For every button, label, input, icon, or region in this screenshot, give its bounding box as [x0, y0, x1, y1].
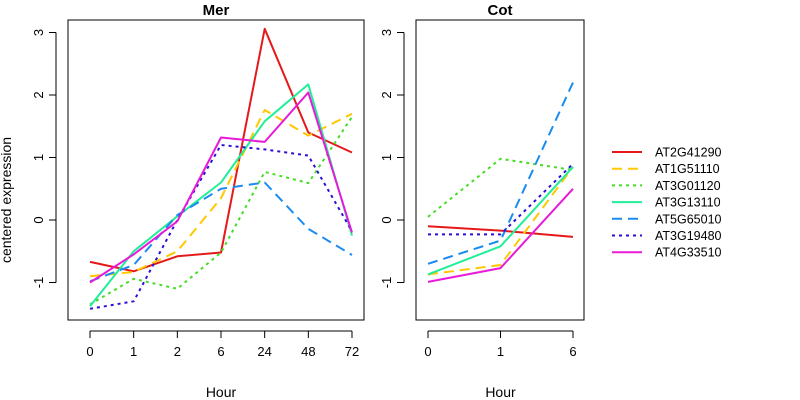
x-tick-label: 6	[569, 344, 576, 359]
x-tick-label: 48	[301, 344, 315, 359]
x-tick-label: 1	[497, 344, 504, 359]
series-line-at3g01120	[427, 157, 574, 218]
plot-frame	[67, 19, 365, 321]
x-axis-label: Hour	[485, 384, 516, 400]
series-line-at2g41290	[427, 225, 574, 238]
y-tick-label: -1	[31, 277, 46, 289]
series-line-at5g65010	[427, 82, 574, 265]
series-line-at3g13110	[427, 166, 574, 276]
x-tick-label: 24	[257, 344, 271, 359]
legend-label: AT3G13110	[655, 196, 721, 210]
legend-label: AT3G01120	[655, 179, 721, 193]
panel-cot: Cot 0 1 6 Hour -1 0 1 2 3	[379, 2, 585, 400]
legend: AT2G41290 AT1G51110 AT3G01120 AT3G13110 AT5G…	[612, 146, 722, 260]
x-tick-label: 0	[424, 344, 431, 359]
x-tick-label: 2	[174, 344, 181, 359]
series-line-at5g65010	[89, 181, 353, 283]
y-tick-label: 1	[31, 154, 46, 161]
x-tick-label: 6	[217, 344, 224, 359]
series-line-at2g41290	[89, 27, 353, 273]
y-tick-label: 2	[31, 91, 46, 98]
y-tick-label: 0	[31, 216, 46, 223]
y-tick-label: 1	[379, 154, 394, 161]
legend-label: AT3G19480	[655, 229, 722, 243]
y-tick-label: 3	[379, 29, 394, 36]
x-tick-label: 72	[345, 344, 359, 359]
series-line-at3g01120	[89, 116, 353, 306]
series-line-at1g51110	[89, 109, 353, 278]
y-tick-label: 0	[379, 216, 394, 223]
x-tick-label: 1	[130, 344, 137, 359]
panel-title: Mer	[203, 2, 230, 19]
series-line-at3g19480	[428, 163, 574, 236]
y-axis-label: centered expression	[0, 137, 14, 263]
panel-mer: Mer 0 1 2 6 24 48 72 Hour -1 0 1 2 3	[31, 2, 365, 400]
y-tick-label: 3	[31, 29, 46, 36]
plot-frame	[415, 19, 585, 321]
legend-label: AT4G33510	[655, 246, 722, 260]
legend-label: AT1G51110	[655, 162, 720, 176]
legend-label: AT5G65010	[655, 212, 722, 226]
legend-label: AT2G41290	[655, 146, 722, 160]
y-tick-label: -1	[379, 277, 394, 289]
series-line-at3g19480	[89, 144, 353, 310]
x-axis-label: Hour	[206, 384, 237, 400]
series-line-at4g33510	[427, 188, 574, 283]
series-line-at4g33510	[89, 91, 353, 284]
series-line-at1g51110	[427, 166, 574, 276]
x-tick-label: 0	[86, 344, 93, 359]
panel-title: Cot	[488, 2, 513, 19]
y-tick-label: 2	[379, 91, 394, 98]
series-line-at3g13110	[89, 83, 353, 307]
